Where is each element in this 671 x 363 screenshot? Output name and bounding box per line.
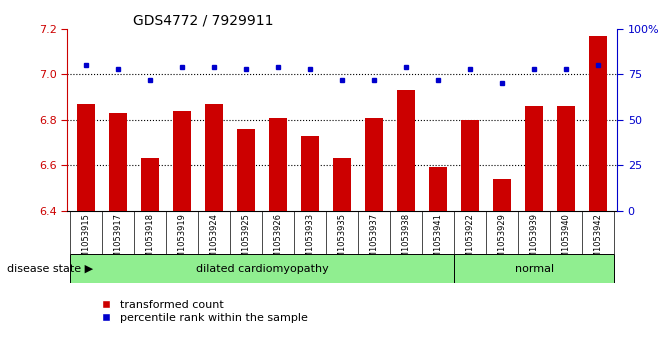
Text: GSM1053915: GSM1053915: [82, 213, 91, 269]
Bar: [525, 106, 543, 211]
Legend: transformed count, percentile rank within the sample: transformed count, percentile rank withi…: [95, 299, 308, 323]
Text: GSM1053935: GSM1053935: [338, 213, 347, 269]
Bar: [238, 129, 255, 211]
Text: disease state ▶: disease state ▶: [7, 264, 93, 274]
Text: GSM1053937: GSM1053937: [370, 213, 378, 269]
Bar: [333, 158, 351, 211]
Text: dilated cardiomyopathy: dilated cardiomyopathy: [196, 264, 329, 274]
Text: GSM1053933: GSM1053933: [306, 213, 315, 269]
Text: GSM1053918: GSM1053918: [146, 213, 155, 269]
Text: normal: normal: [515, 264, 554, 274]
Text: GSM1053925: GSM1053925: [242, 213, 251, 269]
Text: GSM1053926: GSM1053926: [274, 213, 282, 269]
Bar: [558, 106, 575, 211]
Bar: [589, 36, 607, 211]
Text: GSM1053940: GSM1053940: [562, 213, 570, 269]
Text: GDS4772 / 7929911: GDS4772 / 7929911: [133, 14, 274, 28]
Bar: [462, 120, 479, 211]
Bar: [142, 158, 159, 211]
Bar: [77, 104, 95, 211]
Bar: [174, 111, 191, 211]
Text: GSM1053917: GSM1053917: [114, 213, 123, 269]
Text: GSM1053922: GSM1053922: [466, 213, 474, 269]
Bar: [109, 113, 127, 211]
Bar: [454, 254, 614, 283]
Text: GSM1053939: GSM1053939: [529, 213, 539, 269]
Bar: [270, 118, 287, 211]
Text: GSM1053924: GSM1053924: [210, 213, 219, 269]
Text: GSM1053942: GSM1053942: [594, 213, 603, 269]
Bar: [366, 118, 383, 211]
Bar: [205, 104, 223, 211]
Bar: [70, 254, 454, 283]
Text: GSM1053938: GSM1053938: [402, 213, 411, 269]
Text: GSM1053929: GSM1053929: [498, 213, 507, 269]
Bar: [397, 90, 415, 211]
Text: GSM1053919: GSM1053919: [178, 213, 187, 269]
Bar: [493, 179, 511, 211]
Bar: [429, 167, 447, 211]
Text: GSM1053941: GSM1053941: [433, 213, 443, 269]
Bar: [301, 136, 319, 211]
